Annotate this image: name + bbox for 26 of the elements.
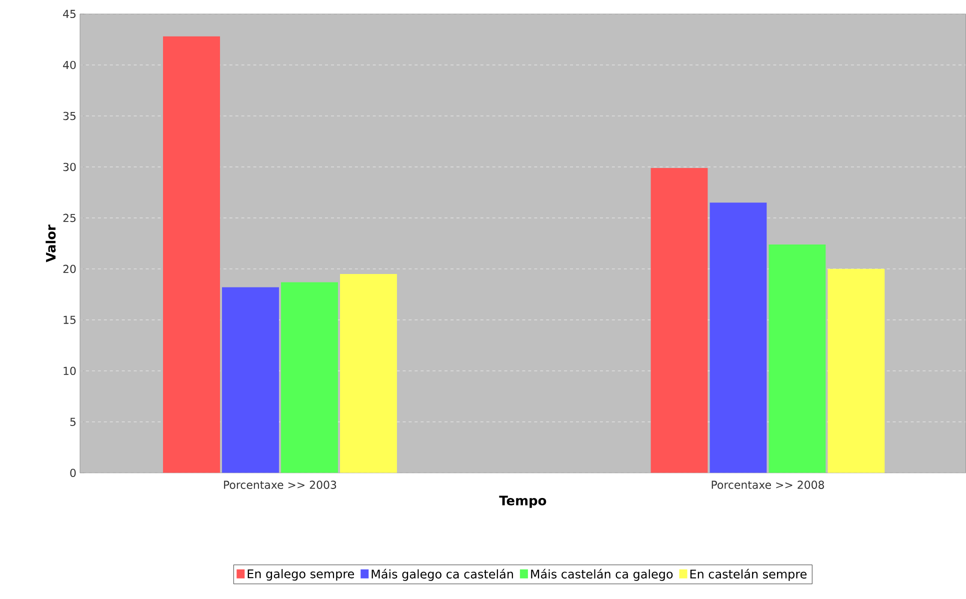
bar — [163, 36, 220, 473]
y-axis-title: Valor — [46, 224, 56, 262]
y-tick-label: 25 — [63, 214, 76, 222]
x-tick-label: Porcentaxe >> 2003 — [224, 480, 336, 490]
y-tick-label: 45 — [63, 10, 76, 18]
x-axis-title: Tempo — [499, 496, 546, 508]
y-tick-label: 5 — [70, 418, 76, 426]
y-tick-label: 10 — [64, 366, 76, 376]
y-tick-label: 0 — [70, 468, 76, 478]
bar — [768, 244, 826, 473]
legend-label: En castelán sempre — [690, 568, 807, 581]
y-tick-label: 35 — [63, 112, 76, 120]
bar — [828, 268, 885, 473]
x-tick-label: Porcentaxe >> 2008 — [712, 480, 824, 490]
bar — [340, 274, 397, 473]
bar — [222, 287, 279, 473]
y-tick-label: 30 — [63, 162, 76, 172]
bar — [650, 168, 708, 473]
y-tick-label: 40 — [63, 60, 76, 70]
legend-label: Máis castelán ca galego — [531, 568, 673, 581]
bar — [280, 282, 338, 473]
bar — [710, 202, 767, 473]
y-tick-label: 20 — [63, 264, 76, 274]
y-tick-label: 15 — [64, 316, 76, 324]
legend-label: En galego sempre — [248, 569, 354, 581]
legend-label: Máis galego ca castelán — [372, 568, 513, 581]
